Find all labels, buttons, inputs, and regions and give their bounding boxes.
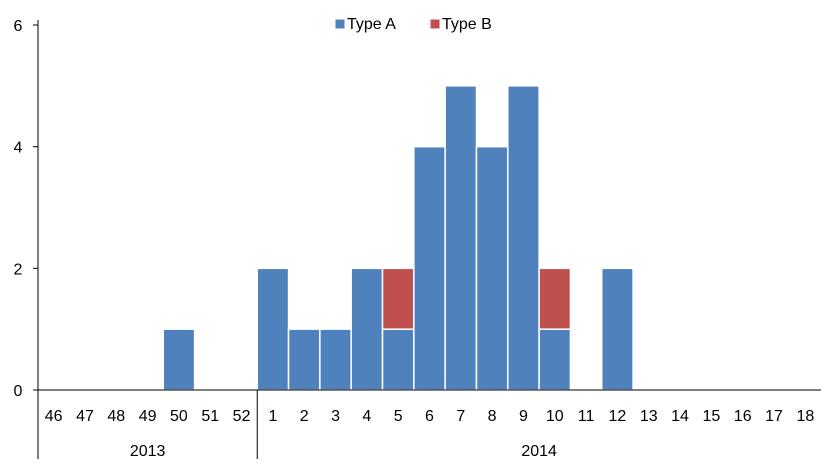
legend-swatch-type-a bbox=[334, 18, 346, 30]
x-tick-label: 51 bbox=[201, 408, 219, 425]
year-group-labels: 2013 2014 bbox=[130, 443, 557, 460]
x-tick-label: 10 bbox=[546, 408, 564, 425]
legend: Type A Type B bbox=[334, 16, 492, 33]
x-tick-label: 6 bbox=[425, 408, 434, 425]
bar-type-b-week-10 bbox=[538, 267, 572, 330]
x-tick-label: 15 bbox=[702, 408, 720, 425]
x-tick-label: 49 bbox=[139, 408, 157, 425]
bar-type-a-week-4 bbox=[350, 267, 384, 391]
y-tick-label: 2 bbox=[14, 261, 23, 278]
x-tick-label: 48 bbox=[107, 408, 125, 425]
legend-label-type-b: Type B bbox=[442, 16, 492, 33]
y-tick-labels: 0 2 4 6 bbox=[14, 18, 23, 400]
bar-type-a-week-50 bbox=[162, 328, 196, 391]
year-group-label: 2014 bbox=[521, 443, 557, 459]
x-tick-label: 7 bbox=[456, 408, 465, 425]
legend-label-type-a: Type A bbox=[347, 16, 396, 33]
x-tick-label: 9 bbox=[519, 408, 528, 425]
bars-layer bbox=[162, 85, 634, 391]
x-tick-label: 8 bbox=[488, 408, 497, 425]
y-tick-label: 0 bbox=[14, 383, 23, 400]
bar-type-a-week-10 bbox=[538, 328, 572, 391]
y-tick-label: 6 bbox=[14, 18, 23, 35]
x-tick-label: 3 bbox=[331, 408, 340, 425]
x-tick-label: 4 bbox=[362, 408, 371, 425]
x-tick-label: 11 bbox=[578, 408, 595, 425]
y-tick-label: 4 bbox=[14, 140, 23, 157]
year-group-label: 2013 bbox=[130, 443, 166, 459]
bar-type-b-week-5 bbox=[381, 267, 415, 330]
x-tick-label: 2 bbox=[300, 408, 309, 425]
x-tick-label: 52 bbox=[233, 408, 251, 425]
bar-type-a-week-7 bbox=[444, 85, 478, 391]
x-tick-label: 12 bbox=[609, 408, 627, 425]
bar-type-a-week-6 bbox=[413, 145, 446, 391]
x-tick-label: 18 bbox=[796, 408, 814, 425]
bar-type-a-week-1 bbox=[256, 267, 290, 391]
bar-type-a-week-5 bbox=[381, 328, 415, 391]
legend-swatch-type-b bbox=[429, 18, 441, 30]
x-tick-labels: 46 47 48 49 50 51 52 1 2 3 4 5 6 7 8 9 10 11 12 13 14 15 16 17 1… bbox=[45, 408, 815, 425]
bar-type-a-week-12 bbox=[601, 267, 634, 391]
bar-type-a-week-3 bbox=[319, 328, 352, 391]
x-tick-label: 14 bbox=[671, 408, 689, 425]
x-tick-label: 16 bbox=[734, 408, 752, 425]
x-tick-label: 47 bbox=[76, 408, 94, 425]
bar-type-a-week-9 bbox=[507, 85, 540, 391]
x-tick-label: 46 bbox=[45, 408, 63, 425]
x-tick-label: 5 bbox=[394, 408, 403, 425]
bar-type-a-week-8 bbox=[475, 145, 509, 391]
x-tick-label: 17 bbox=[765, 408, 783, 425]
bar-type-a-week-2 bbox=[287, 328, 321, 391]
x-tick-label: 1 bbox=[268, 408, 277, 425]
axes-layer bbox=[33, 20, 821, 460]
x-tick-label: 13 bbox=[640, 408, 658, 425]
x-tick-label: 50 bbox=[170, 408, 188, 425]
